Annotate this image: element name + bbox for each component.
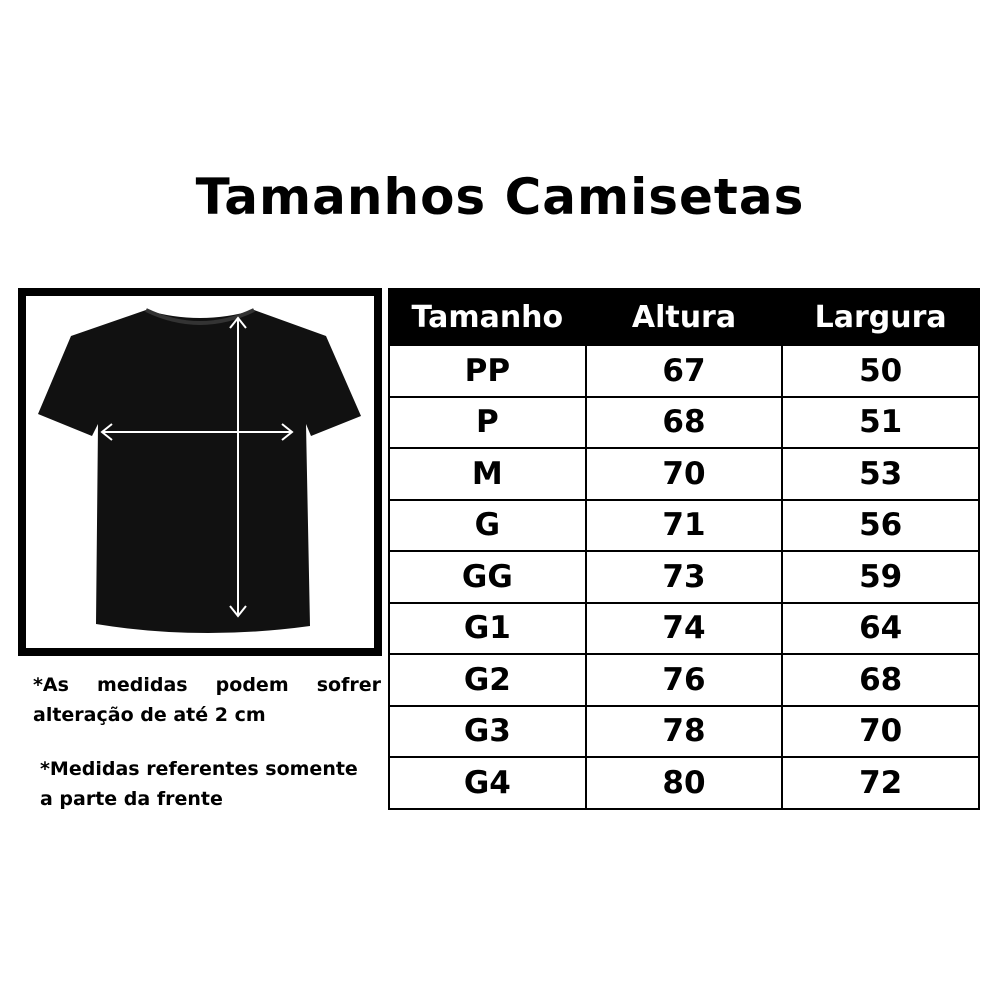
height-cell: 74 <box>584 601 784 655</box>
width-cell: 70 <box>781 704 980 758</box>
page-title: Tamanhos Camisetas <box>195 168 805 226</box>
note-line: alteração de até 2 cm <box>33 704 266 726</box>
width-cell: 56 <box>781 498 980 552</box>
note-front-only: *Medidas referentes somente a parte da f… <box>40 754 382 814</box>
tshirt-image <box>18 288 382 656</box>
table-row: M 70 53 <box>388 447 980 501</box>
size-cell: GG <box>388 550 587 604</box>
height-cell: 71 <box>584 498 784 552</box>
size-cell: G3 <box>388 704 587 758</box>
table-row: G4 80 72 <box>388 756 980 810</box>
table-row: P 68 51 <box>388 395 980 449</box>
note-word: podem <box>215 674 289 696</box>
note-measurement-variation: *As medidas podem sofrer alteração de at… <box>33 670 381 730</box>
width-cell: 68 <box>781 653 980 707</box>
width-cell: 72 <box>781 756 980 810</box>
tshirt-measurement-icon <box>38 308 361 634</box>
note-word: medidas <box>97 674 188 696</box>
size-cell: M <box>388 447 587 501</box>
size-cell: G4 <box>388 756 587 810</box>
size-cell: G <box>388 498 587 552</box>
header-altura: Altura <box>584 288 784 346</box>
height-cell: 68 <box>584 395 784 449</box>
table-row: GG 73 59 <box>388 550 980 604</box>
table-row: G3 78 70 <box>388 704 980 758</box>
width-cell: 59 <box>781 550 980 604</box>
size-cell: PP <box>388 344 587 398</box>
table-row: G1 74 64 <box>388 601 980 655</box>
height-cell: 67 <box>584 344 784 398</box>
height-cell: 70 <box>584 447 784 501</box>
width-cell: 51 <box>781 395 980 449</box>
header-tamanho: Tamanho <box>388 288 587 346</box>
note-word: sofrer <box>316 674 381 696</box>
width-cell: 50 <box>781 344 980 398</box>
header-largura: Largura <box>781 288 980 346</box>
size-cell: P <box>388 395 587 449</box>
table-header-row: Tamanho Altura Largura <box>388 288 980 346</box>
table-row: G 71 56 <box>388 498 980 552</box>
note-line: *Medidas referentes somente <box>40 758 358 780</box>
table-row: PP 67 50 <box>388 344 980 398</box>
size-table: Tamanho Altura Largura PP 67 50 P 68 51 M 70 53 G… <box>388 288 980 810</box>
height-cell: 78 <box>584 704 784 758</box>
note-line: a parte da frente <box>40 788 223 810</box>
table-row: G2 76 68 <box>388 653 980 707</box>
note-word: *As <box>33 674 69 696</box>
height-cell: 73 <box>584 550 784 604</box>
size-cell: G1 <box>388 601 587 655</box>
width-cell: 64 <box>781 601 980 655</box>
size-cell: G2 <box>388 653 587 707</box>
height-cell: 80 <box>584 756 784 810</box>
height-cell: 76 <box>584 653 784 707</box>
width-cell: 53 <box>781 447 980 501</box>
